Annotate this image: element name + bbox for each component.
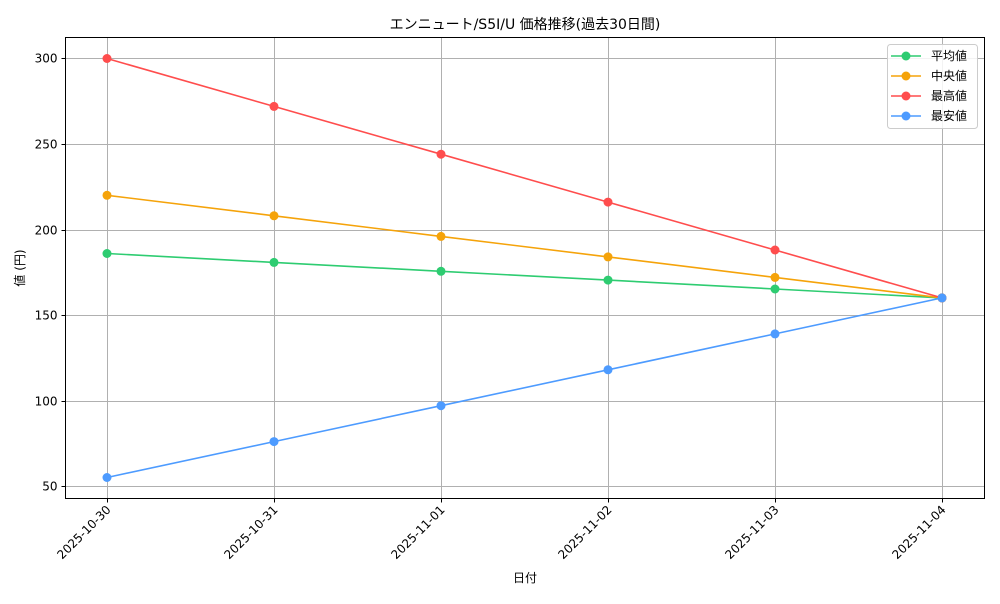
legend-label: 中央値 — [931, 68, 967, 83]
legend-item: 最高値 — [891, 88, 967, 103]
series-lines — [102, 54, 947, 482]
data-point-marker — [770, 329, 780, 339]
data-point-marker — [102, 249, 112, 258]
series-line — [106, 297, 943, 479]
data-point-marker — [937, 293, 947, 303]
plot-area-frame — [65, 37, 985, 499]
data-point-marker — [436, 149, 446, 159]
legend-item: 中央値 — [891, 68, 967, 83]
legend-marker-icon — [901, 51, 911, 61]
legend-item: 平均値 — [891, 48, 967, 63]
series-0 — [102, 249, 947, 303]
x-tick-label: 2025-10-30 — [54, 503, 113, 562]
data-point-marker — [269, 101, 279, 111]
data-point-marker — [102, 473, 112, 482]
data-point-marker — [436, 231, 446, 241]
data-point-marker — [436, 401, 446, 411]
legend-marker-icon — [901, 71, 911, 81]
y-axis-label: 値 (円) — [12, 249, 27, 286]
series-1 — [102, 190, 947, 303]
data-point-marker — [603, 275, 613, 285]
x-axis-label: 日付 — [513, 571, 537, 585]
y-axis-ticks: 50 100 150 200 250 300 — [35, 52, 66, 494]
data-point-marker — [603, 197, 613, 207]
grid-lines — [65, 37, 985, 499]
data-point-marker — [269, 437, 279, 447]
x-tick-label: 2025-11-04 — [889, 503, 948, 562]
legend-label: 最高値 — [931, 88, 967, 103]
y-tick-label: 300 — [35, 52, 58, 66]
data-point-marker — [603, 365, 613, 375]
y-tick-label: 100 — [35, 395, 58, 409]
y-tick-label: 50 — [42, 480, 57, 494]
x-tick-label: 2025-10-31 — [221, 503, 280, 562]
legend-box — [887, 44, 978, 129]
x-tick-label: 2025-11-01 — [388, 503, 447, 562]
data-point-marker — [102, 190, 112, 200]
legend-marker-icon — [901, 111, 911, 121]
x-tick-label: 2025-11-03 — [722, 503, 781, 562]
chart-title: エンニュート/S5I/U 価格推移(過去30日間) — [390, 17, 661, 33]
series-3 — [102, 293, 947, 482]
legend-label: 平均値 — [931, 48, 967, 63]
data-point-marker — [770, 272, 780, 282]
data-point-marker — [102, 54, 112, 63]
series-line — [106, 252, 943, 299]
legend-label: 最安値 — [931, 108, 967, 123]
data-point-marker — [436, 266, 446, 276]
x-tick-label: 2025-11-02 — [555, 503, 614, 562]
y-tick-label: 200 — [35, 224, 58, 238]
y-tick-label: 250 — [35, 138, 58, 152]
data-point-marker — [269, 257, 279, 267]
data-point-marker — [269, 211, 279, 221]
legend-item: 最安値 — [891, 108, 967, 123]
data-point-marker — [770, 245, 780, 255]
legend-marker-icon — [901, 91, 911, 101]
series-line — [106, 194, 943, 299]
y-tick-label: 150 — [35, 309, 58, 323]
data-point-marker — [603, 252, 613, 262]
x-axis-ticks: 2025-10-30 2025-10-31 2025-11-01 2025-11-02… — [54, 498, 949, 562]
series-line — [106, 57, 943, 299]
series-2 — [102, 54, 947, 303]
data-point-marker — [770, 284, 780, 294]
